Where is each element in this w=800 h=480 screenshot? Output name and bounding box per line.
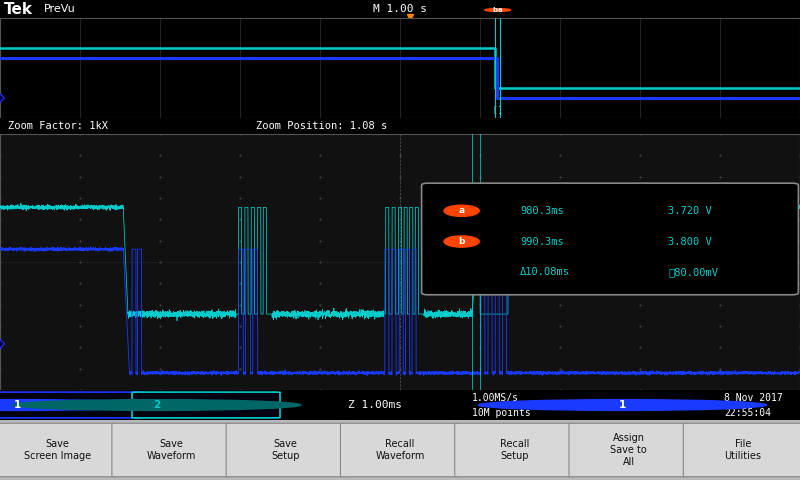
FancyBboxPatch shape xyxy=(569,423,688,477)
Text: Recall
Waveform: Recall Waveform xyxy=(375,439,425,461)
Text: 2: 2 xyxy=(153,400,161,410)
Text: b: b xyxy=(458,237,465,246)
Text: M 1.00 s: M 1.00 s xyxy=(373,4,427,14)
Text: 2.00 V: 2.00 V xyxy=(44,400,85,410)
Text: 10M points: 10M points xyxy=(472,408,530,418)
Circle shape xyxy=(444,236,479,247)
Text: b: b xyxy=(493,7,498,13)
Text: a: a xyxy=(498,7,502,13)
Text: /   0.00 V: / 0.00 V xyxy=(640,400,709,410)
Text: 1: 1 xyxy=(618,400,626,410)
Text: File
Utilities: File Utilities xyxy=(724,439,762,461)
FancyBboxPatch shape xyxy=(454,423,574,477)
Text: 3.800 V: 3.800 V xyxy=(668,237,712,247)
FancyBboxPatch shape xyxy=(422,183,798,295)
Text: [ ]: [ ] xyxy=(494,105,502,114)
FancyBboxPatch shape xyxy=(132,392,280,418)
Text: 1.00MS/s: 1.00MS/s xyxy=(472,393,519,403)
FancyBboxPatch shape xyxy=(683,423,800,477)
Text: 980.3ms: 980.3ms xyxy=(520,206,564,216)
Text: a: a xyxy=(458,206,465,216)
Text: Δ10.08ms: Δ10.08ms xyxy=(520,267,570,277)
Text: 1: 1 xyxy=(14,400,22,410)
Circle shape xyxy=(485,9,506,12)
Text: PreVu: PreVu xyxy=(44,4,76,14)
Text: 8 Nov 2017: 8 Nov 2017 xyxy=(724,394,782,403)
Circle shape xyxy=(13,399,301,410)
Circle shape xyxy=(478,399,766,410)
Text: Z 1.00ms: Z 1.00ms xyxy=(348,400,402,410)
FancyBboxPatch shape xyxy=(226,423,346,477)
Circle shape xyxy=(444,205,479,216)
Text: Save
Waveform: Save Waveform xyxy=(146,439,196,461)
Text: 2.00 V: 2.00 V xyxy=(182,400,223,410)
Text: Assign
Save to
All: Assign Save to All xyxy=(610,433,647,467)
FancyBboxPatch shape xyxy=(112,423,231,477)
FancyBboxPatch shape xyxy=(0,392,142,418)
Text: Zoom Position: 1.08 s: Zoom Position: 1.08 s xyxy=(256,121,387,131)
Text: Zoom Factor: 1kX: Zoom Factor: 1kX xyxy=(8,121,108,131)
Text: Save
Screen Image: Save Screen Image xyxy=(23,439,90,461)
Text: Recall
Setup: Recall Setup xyxy=(499,439,529,461)
Text: Tek: Tek xyxy=(4,1,33,16)
FancyBboxPatch shape xyxy=(341,423,459,477)
Text: 㥁80.00mV: 㥁80.00mV xyxy=(668,267,718,277)
Circle shape xyxy=(0,399,162,410)
Text: 22:55:04: 22:55:04 xyxy=(724,408,771,418)
Text: 990.3ms: 990.3ms xyxy=(520,237,564,247)
Circle shape xyxy=(490,9,510,12)
Text: Save
Setup: Save Setup xyxy=(271,439,300,461)
Text: 3.720 V: 3.720 V xyxy=(668,206,712,216)
FancyBboxPatch shape xyxy=(0,423,117,477)
